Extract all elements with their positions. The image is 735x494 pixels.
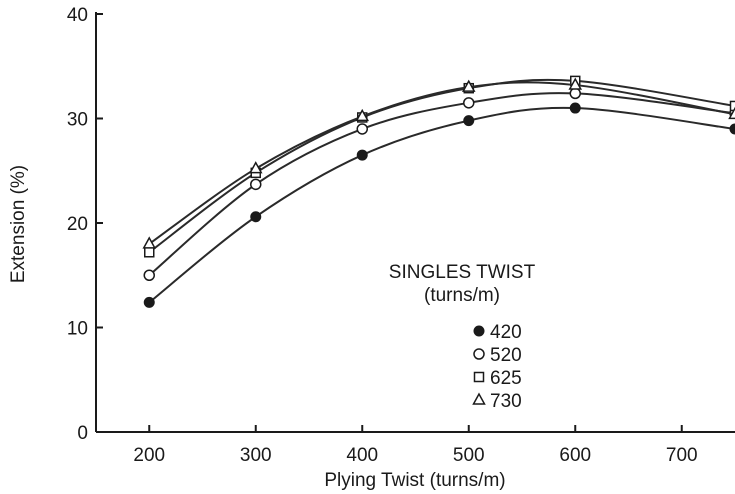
data-point	[250, 211, 262, 223]
data-point	[728, 106, 735, 120]
data-point	[355, 108, 370, 122]
legend-marker	[472, 392, 486, 405]
data-point	[568, 77, 583, 90]
legend-label: 625	[490, 368, 522, 389]
x-axis-title: Plying Twist (turns/m)	[324, 470, 505, 491]
legend-marker	[473, 325, 485, 337]
legend-label: 420	[490, 322, 522, 343]
data-point	[143, 269, 155, 281]
data-point	[729, 100, 735, 112]
data-point	[143, 296, 155, 308]
legend-label: 520	[490, 345, 522, 366]
series-line	[148, 106, 735, 304]
series-line	[148, 78, 735, 254]
x-ticks: 200 300 400 500 600 700	[133, 425, 698, 466]
x-tick-label: 200	[133, 445, 165, 466]
data-point	[248, 161, 263, 174]
series-open-square	[144, 75, 735, 258]
y-tick-label: 30	[67, 110, 88, 131]
legend-label: 730	[490, 391, 522, 412]
legend-title: SINGLES TWIST	[389, 262, 536, 283]
x-tick-label: 300	[240, 445, 272, 466]
data-point	[142, 236, 157, 249]
y-tick-label: 10	[67, 319, 88, 340]
legend-subtitle: (turns/m)	[424, 285, 500, 306]
series-open-circle	[143, 87, 735, 281]
data-point	[463, 97, 475, 109]
legend-marker	[473, 348, 485, 360]
series-open-triangle	[142, 77, 735, 249]
y-tick-label: 0	[77, 423, 88, 444]
data-point	[356, 149, 368, 161]
x-tick-label: 400	[346, 445, 378, 466]
series-line	[148, 92, 735, 277]
data-point	[569, 102, 581, 114]
series-line	[148, 81, 735, 245]
series-filled-circle	[143, 102, 735, 308]
y-tick-label: 20	[67, 214, 88, 235]
y-axis-title: Extension (%)	[8, 165, 29, 283]
data-point	[729, 123, 735, 135]
data-point	[463, 115, 475, 127]
y-ticks: 0 10 20 30 40	[67, 5, 103, 444]
y-tick-label: 40	[67, 5, 88, 26]
data-point	[356, 123, 368, 135]
data-point	[461, 79, 476, 92]
data-point	[250, 178, 262, 191]
x-tick-label: 500	[453, 445, 485, 466]
axes	[95, 12, 735, 433]
series-group	[142, 75, 735, 308]
x-tick-label: 700	[666, 445, 698, 466]
legend-marker	[473, 371, 485, 383]
data-point	[569, 87, 581, 100]
x-tick-label: 600	[559, 445, 591, 466]
data-point	[144, 247, 155, 258]
